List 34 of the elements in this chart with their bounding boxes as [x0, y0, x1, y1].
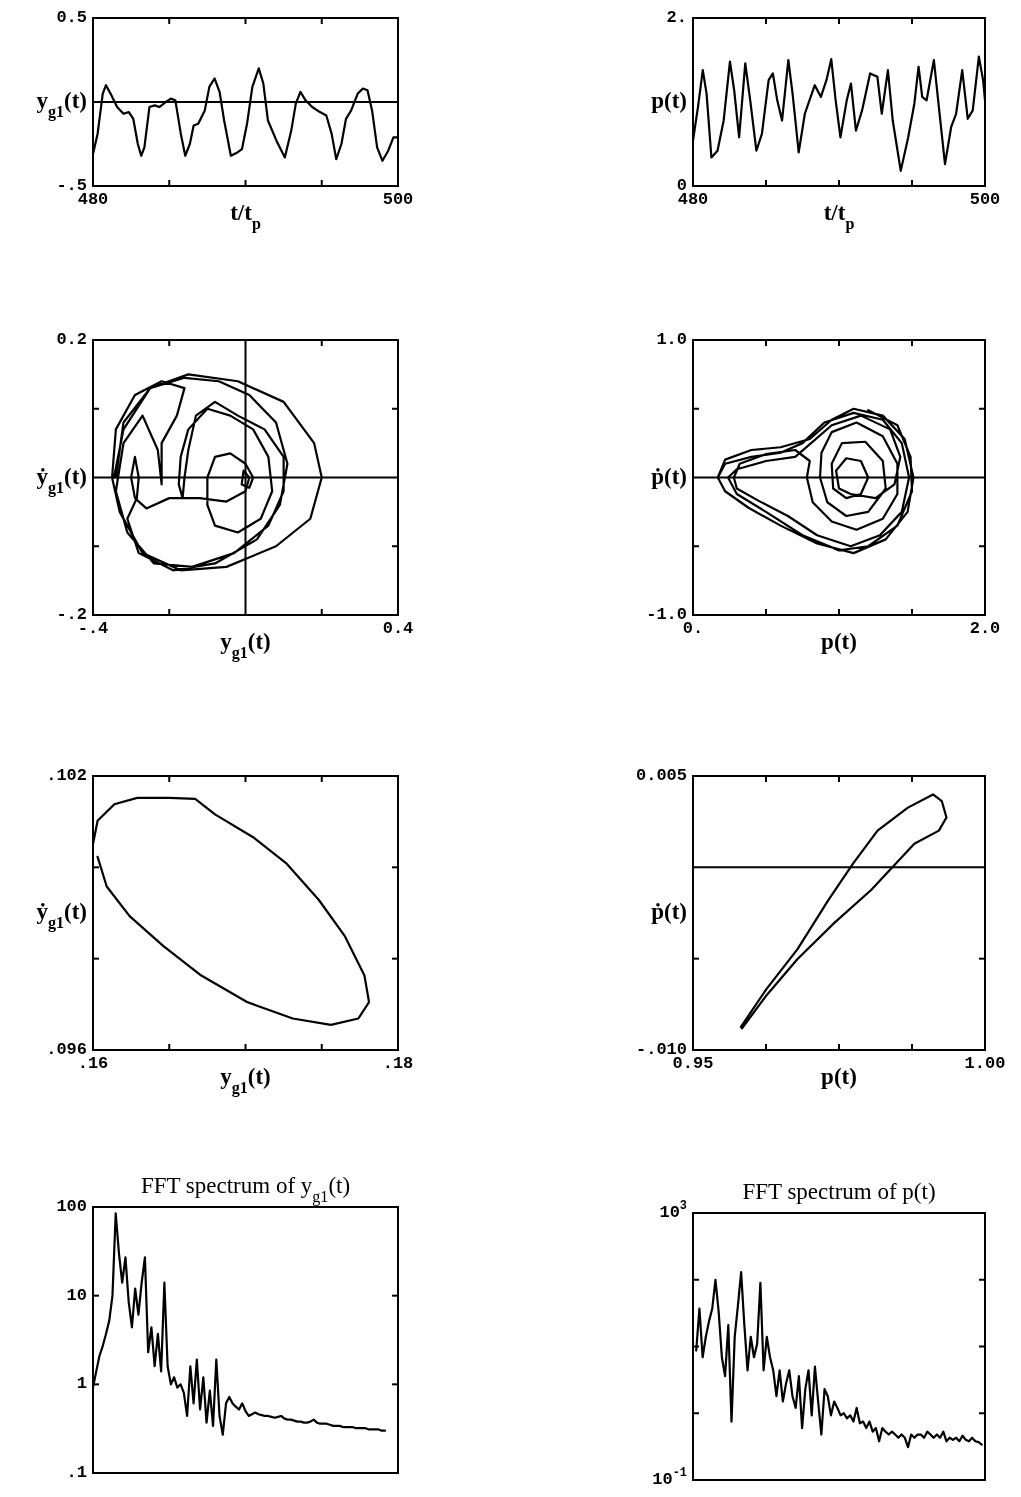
x-axis-title: p(t): [821, 629, 857, 654]
y-tick-label: 1: [76, 1374, 87, 1394]
y-tick-label: 100: [56, 1197, 87, 1217]
x-tick-label: 500: [969, 190, 1001, 209]
chart-title: FFT spectrum of y$_{g1}$(t): [140, 1173, 351, 1206]
y-axis-title: ẏ$_{g1}$(t): [36, 463, 87, 496]
y-axis-title: ṗ(t): [651, 463, 687, 489]
x-axis-title: y$_{g1}$(t): [220, 629, 271, 662]
y-tick-label: 10: [66, 1286, 87, 1306]
x-tick-label: 0.4: [382, 619, 414, 638]
x-tick-label: 500: [382, 190, 414, 209]
y-tick-label: .102: [46, 766, 87, 786]
y-tick-label: 0.005: [635, 766, 687, 786]
x-axis-title: t/t$_{p}$: [823, 200, 855, 233]
x-axis-title: p(t): [821, 1064, 857, 1089]
x-axis-title: y$_{g1}$(t): [220, 1064, 271, 1097]
y-tick-label: 1.0: [656, 330, 687, 350]
y-tick-label: 10$^{-1}$: [652, 1466, 687, 1490]
y-tick-label: .1: [66, 1463, 87, 1483]
y-axis-title: ṗ(t): [651, 899, 687, 924]
chart-title: FFT spectrum of p(t): [742, 1179, 936, 1204]
x-tick-label: 0.: [682, 619, 704, 638]
y-tick-label: 2.: [666, 8, 687, 28]
x-tick-label: 1.00: [964, 1054, 1006, 1073]
line-series: [695, 1271, 983, 1449]
x-tick-label: 2.0: [969, 619, 1001, 638]
x-axis-title: t/t$_{p}$: [230, 200, 261, 233]
y-tick-label: 10$^{3}$: [659, 1199, 687, 1223]
y-tick-label: 0.2: [56, 330, 87, 350]
y-tick-label: 0.5: [56, 8, 87, 28]
y-axis-title: y$_{g1}$(t): [36, 88, 87, 121]
x-tick-label: .18: [382, 1054, 414, 1073]
y-axis-title: ẏ$_{g1}$(t): [36, 899, 87, 932]
y-axis-title: p(t): [651, 88, 687, 113]
